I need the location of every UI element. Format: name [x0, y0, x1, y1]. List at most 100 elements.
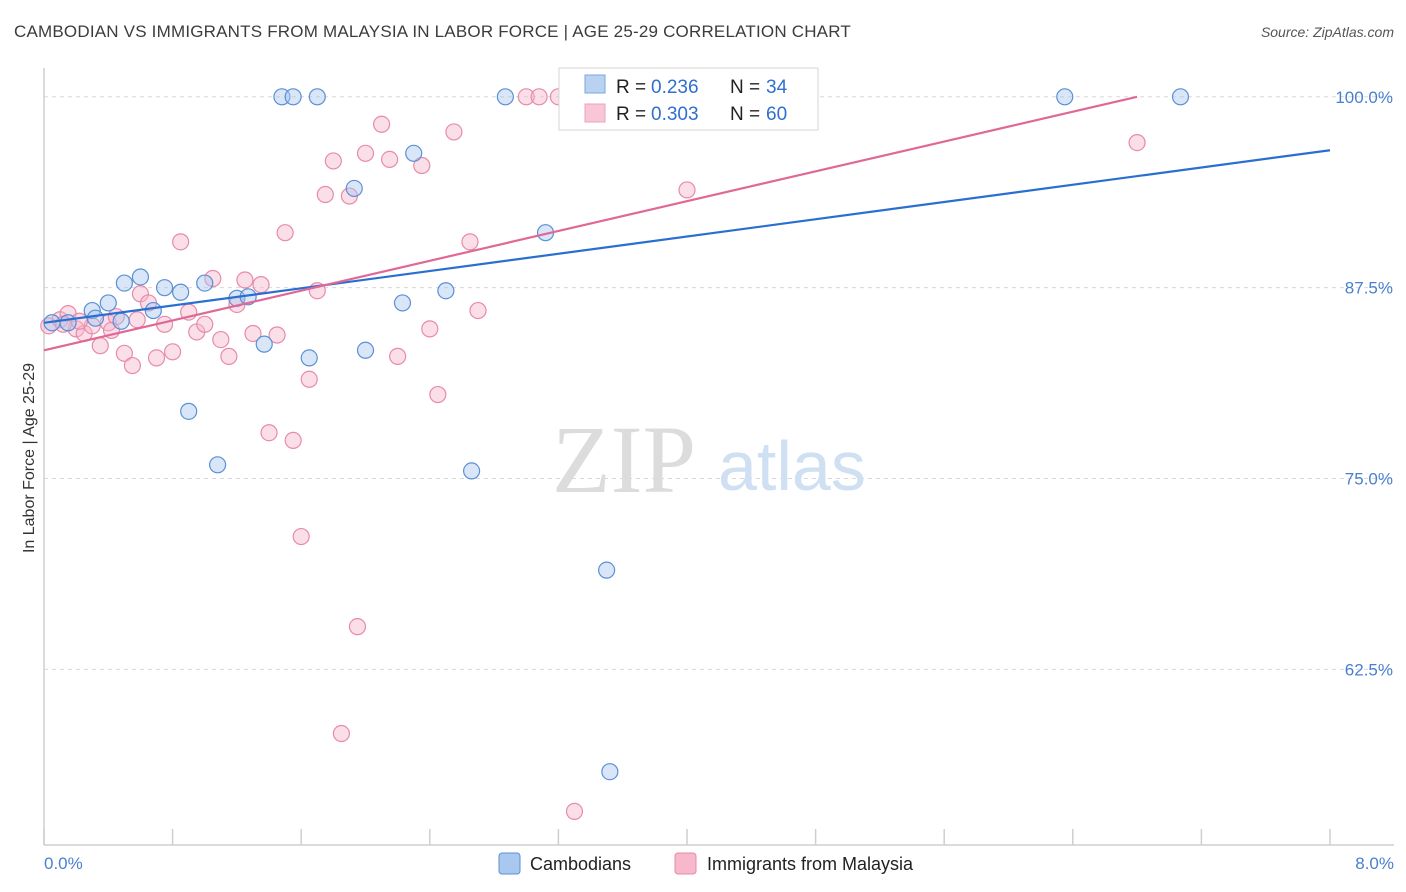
cambodian-point: [155, 279, 174, 297]
malaysia-point: [128, 311, 146, 329]
cambodian-point: [462, 462, 481, 480]
malaysia-point: [268, 326, 286, 344]
cambodian-point: [598, 561, 616, 579]
cambodian-point: [1171, 88, 1190, 106]
y-axis-title: In Labor Force | Age 25-29: [21, 363, 38, 553]
bottom-legend-label-cambodians: Cambodians: [530, 854, 631, 874]
cambodian-point: [437, 282, 455, 300]
malaysia-point: [678, 181, 696, 199]
cambodian-point: [1056, 88, 1074, 106]
malaysia-point: [212, 330, 230, 349]
malaysia-point: [244, 324, 262, 343]
malaysia-point: [91, 337, 109, 355]
y-tick-label: 75.0%: [1345, 470, 1393, 489]
trend-lines: [43, 95, 1331, 352]
cambodian-point: [300, 349, 318, 367]
cambodian-point: [284, 88, 302, 106]
bottom-legend: Cambodians Immigrants from Malaysia: [498, 852, 914, 875]
malaysia-point: [1128, 134, 1146, 152]
malaysia-point: [348, 618, 367, 636]
malaysia-point: [316, 185, 334, 204]
malaysia-point: [260, 424, 278, 442]
malaysia-point: [147, 349, 166, 367]
malaysia-point: [115, 344, 133, 362]
x-tick-label-max: 8.0%: [1355, 854, 1394, 873]
malaysia-point: [445, 123, 463, 141]
axes: [43, 68, 1394, 846]
series-cambodians-points: [43, 88, 1190, 781]
malaysia-point: [389, 347, 407, 365]
malaysia-point: [292, 527, 310, 546]
malaysia-point: [413, 156, 431, 175]
bottom-legend-swatch-cambodians: [498, 852, 521, 875]
cambodian-point: [308, 88, 326, 106]
grid-lines: [44, 96, 1394, 670]
cambodian-point: [255, 335, 273, 353]
y-tick-labels: 62.5% 75.0% 87.5% 100.0%: [1335, 88, 1393, 680]
cambodian-point: [405, 144, 423, 162]
x-axis-ticks: [43, 829, 1331, 845]
cambodian-point: [196, 274, 214, 292]
malaysia-point: [164, 343, 182, 361]
malaysia-point: [372, 115, 391, 133]
malaysia-point: [236, 271, 254, 289]
cambodian-point: [115, 274, 133, 292]
malaysia-point: [220, 347, 238, 365]
legend-r-label: R =: [616, 104, 646, 125]
chart-title: CAMBODIAN VS IMMIGRANTS FROM MALAYSIA IN…: [14, 22, 851, 41]
malaysia-point: [530, 88, 548, 106]
x-tick-label-min: 0.0%: [44, 854, 83, 873]
cambodians-trend-line: [43, 149, 1331, 324]
malaysia-point: [172, 233, 190, 251]
malaysia-point: [332, 724, 350, 743]
malaysia-point: [517, 88, 535, 106]
cambodian-point: [393, 294, 412, 312]
cambodian-point: [172, 283, 190, 301]
legend-n-value: 60: [766, 104, 787, 125]
legend-n-value: 34: [766, 77, 788, 98]
cambodian-point: [59, 314, 77, 332]
malaysia-point: [324, 152, 342, 170]
cambodian-point: [356, 341, 375, 359]
cambodian-point: [112, 312, 130, 330]
legend-n-label: N =: [730, 77, 760, 98]
watermark-atlas: atlas: [718, 427, 866, 505]
malaysia-point: [300, 370, 318, 388]
bottom-legend-swatch-malaysia: [674, 852, 697, 875]
malaysia-point: [356, 144, 375, 162]
bottom-legend-label-malaysia: Immigrants from Malaysia: [707, 854, 914, 874]
legend-r-label: R =: [616, 77, 646, 98]
malaysia-point: [252, 276, 270, 294]
legend-r-value: 0.236: [651, 77, 699, 98]
cambodian-point: [144, 301, 162, 320]
cambodian-point: [345, 179, 363, 198]
malaysia-point: [461, 233, 479, 251]
legend-swatch-cambodians: [584, 74, 606, 94]
y-tick-label: 87.5%: [1345, 279, 1393, 298]
legend-swatch-malaysia: [584, 103, 606, 123]
legend-box: R = 0.236 N = 34 R = 0.303 N = 60: [558, 67, 819, 131]
malaysia-point: [123, 356, 142, 375]
y-tick-label: 100.0%: [1335, 88, 1393, 107]
y-tick-label: 62.5%: [1345, 660, 1393, 679]
cambodian-point: [86, 309, 105, 327]
malaysia-point: [276, 224, 294, 242]
malaysia-point: [469, 301, 487, 320]
malaysia-point: [381, 150, 399, 169]
cambodian-point: [131, 268, 150, 286]
cambodian-point: [601, 763, 619, 781]
malaysia-point: [204, 269, 222, 288]
cambodian-point: [209, 456, 227, 474]
malaysia-point: [565, 802, 584, 821]
cambodian-point: [180, 402, 198, 420]
watermark-zip: ZIP: [552, 406, 696, 513]
malaysia-point: [421, 320, 439, 338]
malaysia-trend-line: [43, 95, 1138, 352]
source-label: Source: ZipAtlas.com: [1260, 24, 1394, 40]
malaysia-point: [196, 315, 214, 333]
watermark: ZIP atlas: [552, 406, 866, 513]
malaysia-point: [284, 431, 302, 449]
cambodian-point: [99, 294, 117, 312]
malaysia-point: [429, 385, 447, 404]
